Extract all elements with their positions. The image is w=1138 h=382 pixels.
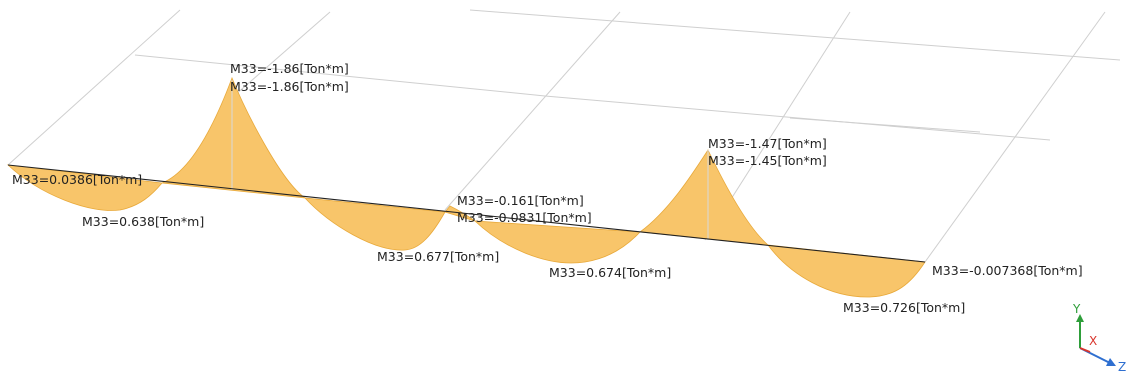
grid-line: [234, 11, 331, 96]
moment-area-span-3: [473, 220, 641, 264]
support-lines: [231, 80, 709, 240]
moment-label: M33=0.0386[Ton*m]: [12, 172, 142, 187]
moment-label: M33=0.674[Ton*m]: [549, 265, 671, 280]
moment-label: M33=-1.47[Ton*m]: [708, 136, 827, 151]
moment-area-span-2: [303, 197, 446, 251]
grid-line: [444, 11, 621, 211]
y-axis-label: Y: [1072, 302, 1081, 316]
y-axis-arrow-icon: [1076, 314, 1084, 322]
grid-line: [789, 117, 981, 133]
moment-label: M33=0.726[Ton*m]: [843, 300, 965, 315]
moment-label: M33=0.677[Ton*m]: [377, 249, 499, 264]
grid-line: [544, 95, 1051, 141]
grid-line: [469, 9, 1121, 61]
moment-label: M33=-0.161[Ton*m]: [457, 193, 584, 208]
moment-label: M33=-1.86[Ton*m]: [230, 61, 349, 76]
moment-label: M33=-1.86[Ton*m]: [230, 79, 349, 94]
axis-triad: Y X Z: [1072, 302, 1126, 374]
moment-area-span-4: [767, 244, 926, 298]
x-axis-line: [1079, 347, 1091, 353]
moment-label: M33=-0.0831[Ton*m]: [457, 210, 592, 225]
moment-diagram: [6, 76, 926, 298]
grid-line: [134, 54, 546, 97]
z-axis-label: Z: [1118, 360, 1126, 374]
moment-labels: M33=-1.86[Ton*m] M33=-1.86[Ton*m] M33=0.…: [12, 61, 1083, 315]
moment-area-support-1: [161, 76, 307, 199]
moment-label: M33=-0.007368[Ton*m]: [932, 263, 1083, 278]
x-axis-label: X: [1089, 334, 1097, 348]
moment-label: M33=-1.45[Ton*m]: [708, 153, 827, 168]
moment-area-span-1: [6, 164, 163, 211]
z-axis-arrow-icon: [1106, 358, 1116, 366]
beam-axis: [7, 164, 926, 263]
moment-label: M33=0.638[Ton*m]: [82, 214, 204, 229]
grid-line: [7, 9, 181, 166]
